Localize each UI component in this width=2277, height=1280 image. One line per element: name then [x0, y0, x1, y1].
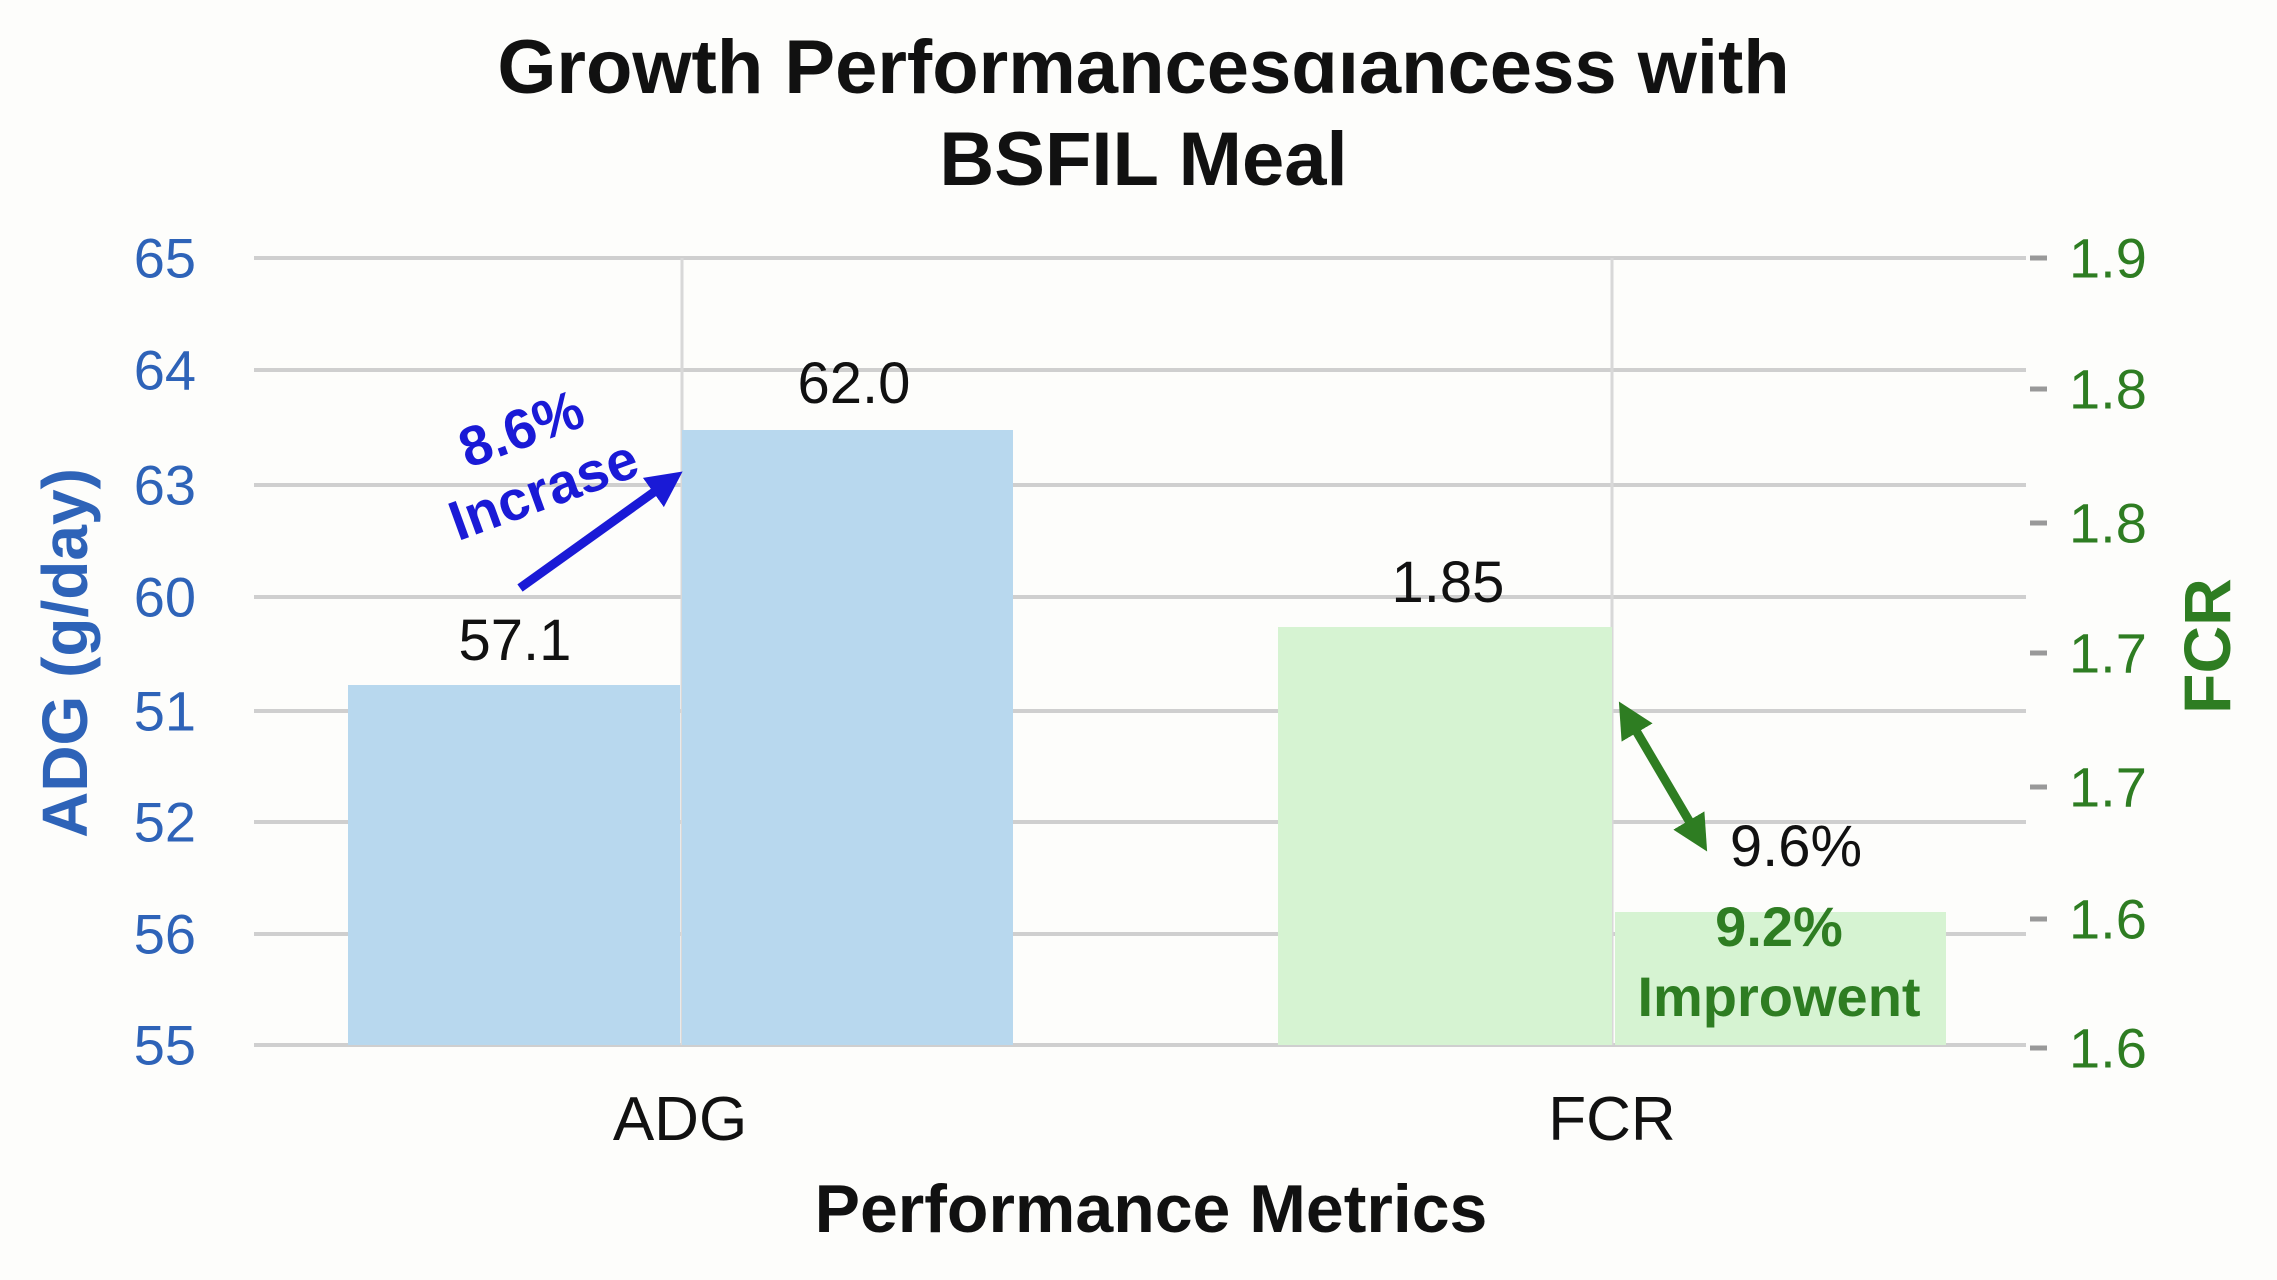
y-left-tick-label: 65	[134, 227, 196, 290]
y-axis-right-label: FCR	[2170, 578, 2244, 714]
data-label-adg-control: 57.1	[459, 608, 572, 673]
y-axis-left-label: ADG (g/day)	[29, 468, 101, 838]
improvement-annotation-value: 9.2%	[1715, 895, 1843, 958]
data-label-adg-bsfil: 62.0	[798, 351, 911, 416]
y-left-tick-label: 63	[134, 454, 196, 517]
x-tick-label-fcr: FCR	[1548, 1085, 1675, 1154]
bar-fcr-2	[1615, 912, 1946, 1045]
improvement-double-arrow	[1618, 701, 1708, 852]
bar-adg-2	[682, 430, 1013, 1045]
y-right-tick-label: 1.8	[2069, 358, 2147, 421]
bar-adg-1	[348, 685, 680, 1045]
improvement-annotation-text: Improwent	[1637, 965, 1920, 1028]
chart-title-line-2: BSFIL Meal	[939, 117, 1348, 202]
y-right-tick-label: 1.6	[2069, 888, 2147, 951]
y-right-tick-label: 1.9	[2069, 227, 2147, 290]
chart-title-line-1: Growth Performancesɑıancess with	[497, 25, 1790, 110]
y-right-tick-label: 1.6	[2069, 1017, 2147, 1080]
y-right-tick-label: 1.7	[2069, 756, 2147, 819]
y-left-tick-label: 51	[134, 680, 196, 743]
bar-fcr-1	[1278, 627, 1612, 1045]
data-label-fcr-control: 1.85	[1392, 550, 1505, 615]
y-left-tick-label: 64	[134, 339, 196, 402]
y-right-tick-label: 1.8	[2069, 492, 2147, 555]
y-left-tick-label: 55	[134, 1014, 196, 1077]
fcr-change-annotation: 9.6%	[1730, 814, 1862, 879]
y-left-tick-label: 52	[134, 791, 196, 854]
y-left-tick-label: 56	[134, 903, 196, 966]
y-left-tick-label: 60	[134, 566, 196, 629]
x-tick-label-adg: ADG	[613, 1085, 747, 1154]
increase-arrow	[517, 471, 683, 592]
y-right-tick-label: 1.7	[2069, 622, 2147, 685]
x-axis-label: Performance Metrics	[815, 1171, 1488, 1247]
